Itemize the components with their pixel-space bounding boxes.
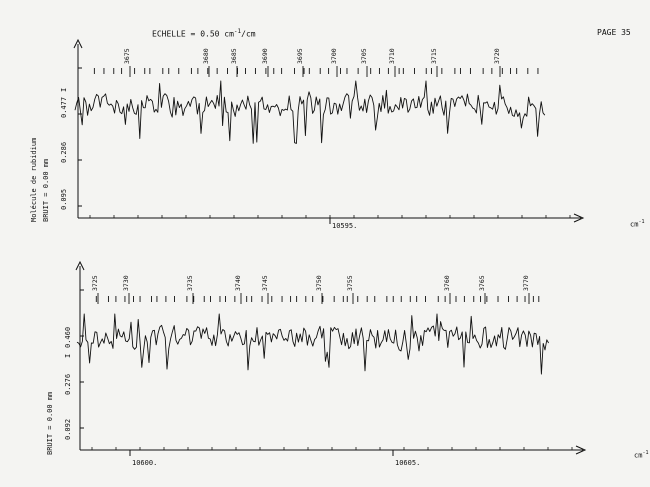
scale-value: 0.50 cm [200,29,234,39]
line-position-label: 3755 [346,275,354,291]
line-position-label: 3770 [522,275,530,291]
scale-caption: ECHELLE = 0.50 cm-1/cm [152,28,256,39]
line-position-label: 3700 [330,48,338,64]
line-position-label: 3715 [430,48,438,64]
x-unit-label-2: cm-1 [634,450,649,460]
line-position-label: 3720 [493,48,501,64]
x-unit-label-1: cm-1 [630,219,645,229]
line-position-label: 3760 [443,275,451,291]
line-position-label: 3730 [122,275,130,291]
spectrum-panel-2: 10600. 10605. 3725 3730 3735 3740 3745 3750 3755… [75,260,587,467]
line-position-label: 3705 [360,48,368,64]
x-tick-label: 10600. [132,459,157,467]
x-axis-arrow [575,445,587,455]
y-axis-arrow [73,38,83,49]
line-position-label: 3680 [202,48,210,64]
x-tick-label: 10605. [395,459,420,467]
spectrum-trace [76,313,549,375]
line-position-label: 3685 [230,48,238,64]
x-axis-arrow [573,213,585,223]
line-position-label: 3745 [261,275,269,291]
scale-label: ECHELLE = [152,29,196,39]
line-position-label: 3750 [315,275,323,291]
spectrum-trace [74,80,546,144]
spectrum-panel-1: 10595. 3675 3680 3685 3690 3695 3700 3705 3710 37… [73,38,585,230]
line-position-label: 3765 [478,275,486,291]
page-number: PAGE 35 [597,28,631,37]
y-axis-arrow [75,260,85,271]
line-position-label: 3710 [388,48,396,64]
line-position-label: 3675 [123,48,131,64]
line-position-label: 3740 [234,275,242,291]
line-position-label: 3725 [91,275,99,291]
scale-unit: /cm [241,29,256,39]
line-position-label: 3735 [186,275,194,291]
line-position-label: 3690 [261,48,269,64]
scale-exponent: -1 [233,28,242,35]
x-tick-label: 10595. [332,222,357,230]
line-position-label: 3695 [296,48,304,64]
